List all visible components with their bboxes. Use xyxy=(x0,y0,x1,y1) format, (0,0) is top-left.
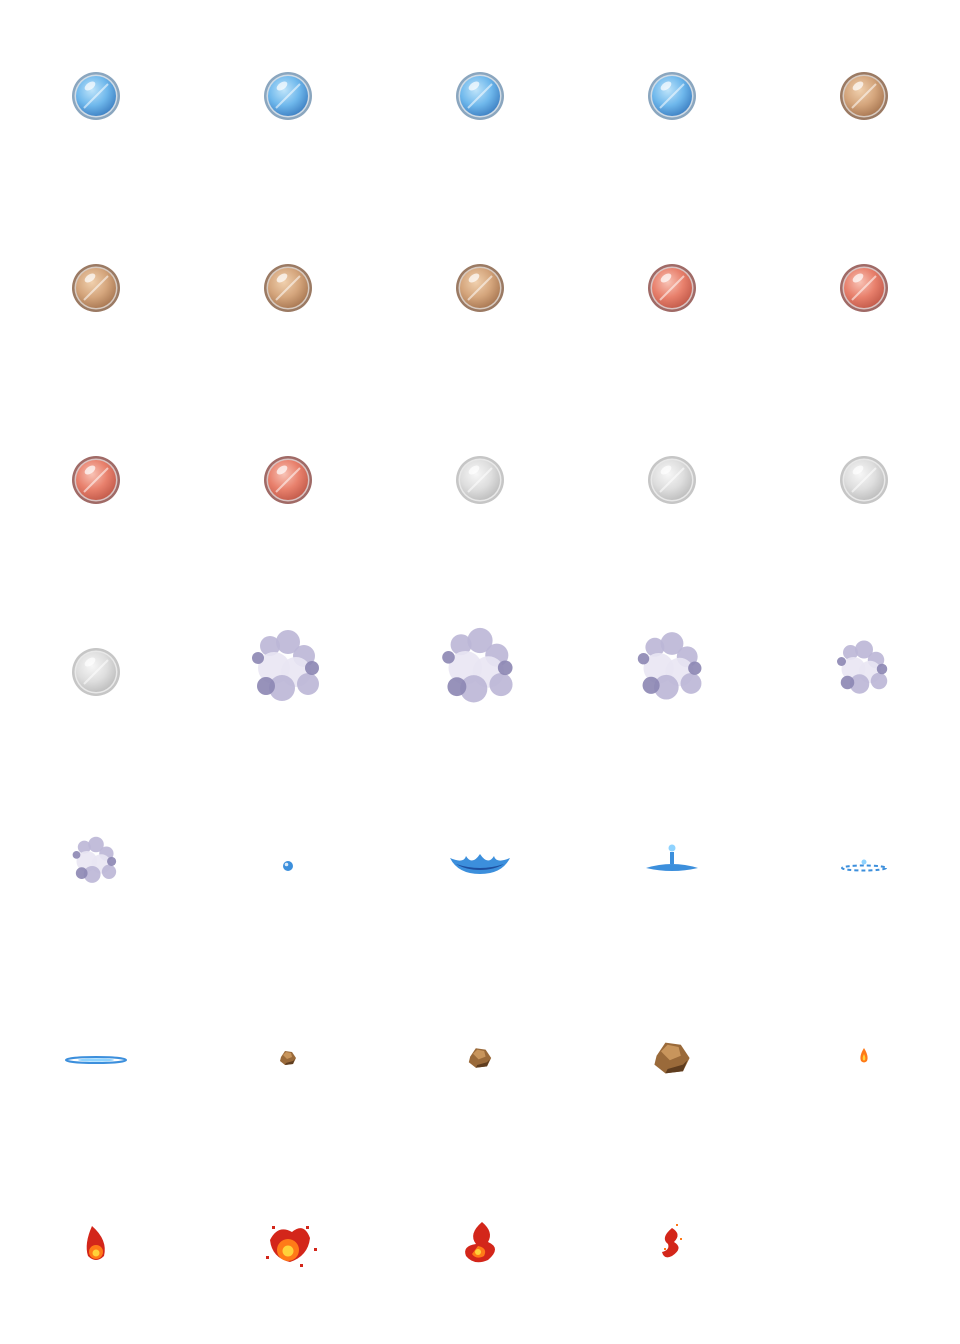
smoke-cloud-icon xyxy=(637,632,702,700)
sprite-frame-16 xyxy=(0,576,192,768)
air-orb-icon xyxy=(840,456,888,504)
sprite-frame-10 xyxy=(768,192,960,384)
water-orb-icon xyxy=(456,72,504,120)
sprite-frame-32 xyxy=(192,1152,384,1344)
sprite-frame-29 xyxy=(576,960,768,1152)
flame-icon xyxy=(266,1226,317,1267)
sprite-frame-2 xyxy=(192,0,384,192)
earth-orb-icon xyxy=(456,264,504,312)
sprite-frame-23 xyxy=(384,768,576,960)
sprite-frame-30 xyxy=(768,960,960,1152)
sprite-frame-1 xyxy=(0,0,192,192)
sprite-frame-8 xyxy=(384,192,576,384)
flame-icon xyxy=(86,1226,105,1260)
sprite-frame-31 xyxy=(0,1152,192,1344)
flame-icon xyxy=(662,1224,682,1258)
sprite-frame-17 xyxy=(192,576,384,768)
sprite-frame-4 xyxy=(576,0,768,192)
flame-icon xyxy=(860,1048,868,1063)
sprite-frame-34 xyxy=(576,1152,768,1344)
sprite-frame-13 xyxy=(384,384,576,576)
earth-orb-icon xyxy=(840,72,888,120)
water-splash-icon xyxy=(646,844,698,871)
smoke-cloud-icon xyxy=(72,836,117,883)
water-droplet-icon xyxy=(283,861,293,871)
water-orb-icon xyxy=(72,72,120,120)
sprite-frame-7 xyxy=(192,192,384,384)
sprite-frame-20 xyxy=(768,576,960,768)
flame-icon xyxy=(465,1222,495,1263)
air-orb-icon xyxy=(456,456,504,504)
sprite-frame-33 xyxy=(384,1152,576,1344)
water-orb-icon xyxy=(264,72,312,120)
air-orb-icon xyxy=(72,648,120,696)
rock-icon xyxy=(654,1042,690,1074)
rock-icon xyxy=(280,1051,296,1065)
earth-orb-icon xyxy=(264,264,312,312)
smoke-cloud-icon xyxy=(442,627,513,703)
sprite-frame-12 xyxy=(192,384,384,576)
earth-orb-icon xyxy=(72,264,120,312)
sprite-frame-27 xyxy=(192,960,384,1152)
sprite-frame-24 xyxy=(576,768,768,960)
sprite-frame-3 xyxy=(384,0,576,192)
sprite-frame-28 xyxy=(384,960,576,1152)
sprite-frame-26 xyxy=(0,960,192,1152)
rock-icon xyxy=(468,1048,492,1068)
sprite-frame-18 xyxy=(384,576,576,768)
fire-orb-icon xyxy=(840,264,888,312)
fire-orb-icon xyxy=(648,264,696,312)
sprite-frame-15 xyxy=(768,384,960,576)
sprite-frame-11 xyxy=(0,384,192,576)
sprite-frame-6 xyxy=(0,192,192,384)
sprite-frame-14 xyxy=(576,384,768,576)
smoke-cloud-icon xyxy=(252,630,319,701)
sprite-frame-22 xyxy=(192,768,384,960)
sprite-frame-9 xyxy=(576,192,768,384)
fire-orb-icon xyxy=(72,456,120,504)
air-orb-icon xyxy=(648,456,696,504)
water-ripple-icon xyxy=(841,859,887,872)
sprite-frame-25 xyxy=(768,768,960,960)
sprite-frame-5 xyxy=(768,0,960,192)
water-orb-icon xyxy=(648,72,696,120)
sprite-frame-21 xyxy=(0,768,192,960)
water-ripple-icon xyxy=(65,1056,127,1064)
smoke-cloud-icon xyxy=(837,640,888,694)
sprite-frame-19 xyxy=(576,576,768,768)
water-splash-icon xyxy=(450,854,510,874)
fire-orb-icon xyxy=(264,456,312,504)
